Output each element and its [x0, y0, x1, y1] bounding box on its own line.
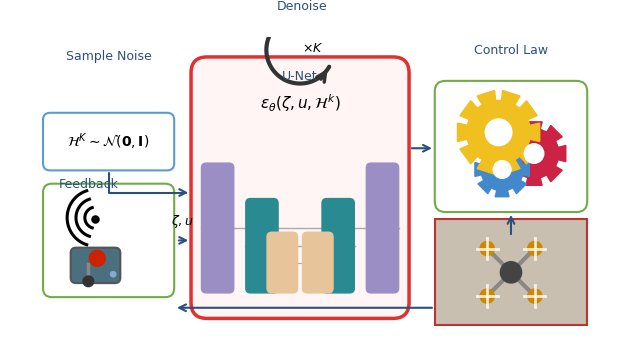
Circle shape: [528, 289, 542, 303]
FancyBboxPatch shape: [191, 57, 409, 318]
Polygon shape: [478, 145, 491, 159]
Text: Denoise: Denoise: [277, 0, 327, 13]
Polygon shape: [477, 90, 495, 105]
Circle shape: [509, 129, 559, 179]
FancyBboxPatch shape: [43, 113, 174, 170]
Polygon shape: [495, 190, 509, 197]
Polygon shape: [523, 163, 530, 176]
Polygon shape: [478, 180, 491, 194]
Text: $\times K$: $\times K$: [301, 42, 323, 55]
Polygon shape: [502, 145, 510, 162]
FancyBboxPatch shape: [71, 248, 120, 283]
Text: $\zeta, u$: $\zeta, u$: [171, 213, 193, 230]
Circle shape: [83, 276, 94, 286]
Polygon shape: [506, 166, 521, 182]
FancyBboxPatch shape: [321, 198, 355, 294]
Polygon shape: [475, 163, 482, 176]
Circle shape: [485, 119, 512, 146]
Polygon shape: [458, 123, 468, 142]
Circle shape: [528, 242, 542, 256]
FancyBboxPatch shape: [43, 184, 174, 297]
Polygon shape: [460, 145, 478, 164]
Polygon shape: [520, 145, 537, 164]
FancyBboxPatch shape: [435, 81, 587, 212]
Text: Control Law: Control Law: [474, 44, 548, 57]
Polygon shape: [530, 123, 540, 142]
Polygon shape: [526, 177, 542, 185]
Polygon shape: [502, 90, 520, 105]
Polygon shape: [477, 160, 495, 174]
Circle shape: [493, 161, 511, 179]
Text: U-Net: U-Net: [283, 70, 318, 83]
Polygon shape: [547, 125, 562, 141]
FancyBboxPatch shape: [245, 198, 279, 294]
Circle shape: [89, 250, 106, 266]
Text: $\epsilon_\theta(\zeta, u, \mathcal{H}^k)$: $\epsilon_\theta(\zeta, u, \mathcal{H}^k…: [260, 92, 341, 114]
Polygon shape: [513, 145, 526, 159]
Text: $\mathcal{H}^K \sim \mathcal{N}(\mathbf{0}, \mathbf{I})$: $\mathcal{H}^K \sim \mathcal{N}(\mathbf{…: [68, 131, 150, 152]
Circle shape: [501, 262, 521, 283]
Polygon shape: [520, 101, 537, 120]
Circle shape: [111, 272, 116, 277]
Polygon shape: [513, 180, 526, 194]
Circle shape: [92, 216, 99, 223]
FancyBboxPatch shape: [366, 162, 399, 294]
Polygon shape: [460, 101, 478, 120]
Circle shape: [466, 100, 530, 164]
FancyBboxPatch shape: [302, 231, 334, 294]
Polygon shape: [526, 122, 542, 129]
Text: Feedback: Feedback: [59, 178, 119, 191]
Polygon shape: [502, 160, 520, 174]
FancyBboxPatch shape: [435, 219, 587, 326]
Circle shape: [481, 148, 523, 191]
FancyBboxPatch shape: [266, 231, 298, 294]
Circle shape: [525, 144, 544, 163]
Circle shape: [480, 242, 494, 256]
Polygon shape: [558, 145, 566, 162]
Polygon shape: [495, 142, 509, 149]
Polygon shape: [506, 125, 521, 141]
Circle shape: [480, 289, 494, 303]
Text: Sample Noise: Sample Noise: [66, 49, 152, 63]
Polygon shape: [547, 166, 562, 182]
FancyBboxPatch shape: [201, 162, 234, 294]
